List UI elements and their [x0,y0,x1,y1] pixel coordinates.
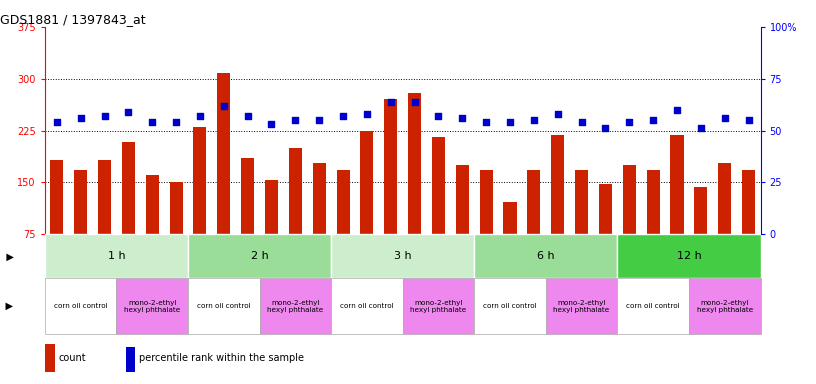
Point [361,111,374,117]
Bar [408,93,421,234]
Point [336,113,349,119]
Point [146,119,159,125]
Point [646,117,659,123]
Text: 12 h: 12 h [676,251,701,262]
Point [74,115,87,121]
Bar [188,234,331,278]
Bar [98,160,111,234]
Point [432,113,445,119]
Bar [51,160,64,234]
Bar [474,234,618,278]
Bar [599,184,612,234]
Bar [480,170,493,234]
Bar [474,278,546,334]
Text: percentile rank within the sample: percentile rank within the sample [139,353,304,363]
Point [694,126,707,132]
Bar [718,163,731,234]
Point [552,111,565,117]
Point [193,113,206,119]
Point [408,98,421,104]
Bar [170,182,183,234]
Text: mono-2-ethyl
hexyl phthalate: mono-2-ethyl hexyl phthalate [410,300,467,313]
Bar [527,170,540,234]
Bar [45,234,188,278]
Bar [74,170,87,234]
Bar [331,234,474,278]
Bar [671,136,684,234]
Bar [289,148,302,234]
Bar [689,278,761,334]
Point [527,117,540,123]
Text: GDS1881 / 1397843_at: GDS1881 / 1397843_at [0,13,145,26]
Text: count: count [59,353,86,363]
Bar [403,278,474,334]
Point [265,121,278,127]
Text: 3 h: 3 h [394,251,411,262]
Bar [331,278,403,334]
Bar [503,202,517,234]
Bar [241,158,255,234]
Text: mono-2-ethyl
hexyl phthalate: mono-2-ethyl hexyl phthalate [553,300,610,313]
Text: corn oil control: corn oil control [54,303,108,309]
Point [718,115,731,121]
Bar [45,344,55,372]
Point [671,107,684,113]
Bar [188,278,259,334]
Bar [618,234,761,278]
Bar [217,73,230,234]
Bar [742,170,755,234]
Point [456,115,469,121]
Bar [546,278,618,334]
Bar [122,142,135,234]
Bar [623,165,636,234]
Text: 2 h: 2 h [251,251,268,262]
Point [51,119,64,125]
Bar [432,137,445,234]
Bar [336,170,349,234]
Point [480,119,493,125]
Bar [456,165,469,234]
Text: mono-2-ethyl
hexyl phthalate: mono-2-ethyl hexyl phthalate [124,300,180,313]
Point [122,109,135,115]
Bar [694,187,707,234]
Bar [265,180,278,234]
Text: 1 h: 1 h [108,251,125,262]
Point [241,113,254,119]
Point [98,113,111,119]
Point [217,103,230,109]
Bar [384,99,397,234]
Point [313,117,326,123]
Bar [259,278,331,334]
Bar [313,163,326,234]
Bar [146,175,159,234]
Text: corn oil control: corn oil control [340,303,394,309]
Point [503,119,517,125]
Point [575,119,588,125]
Bar [618,278,689,334]
Text: 6 h: 6 h [537,251,555,262]
Bar [646,170,659,234]
Point [289,117,302,123]
Point [599,126,612,132]
Point [623,119,636,125]
Point [170,119,183,125]
Bar [45,278,117,334]
Text: mono-2-ethyl
hexyl phthalate: mono-2-ethyl hexyl phthalate [697,300,753,313]
Bar [126,346,135,372]
Bar [361,131,374,234]
Point [742,117,755,123]
Bar [117,278,188,334]
Text: mono-2-ethyl
hexyl phthalate: mono-2-ethyl hexyl phthalate [267,300,323,313]
Bar [193,127,206,234]
Point [384,98,397,104]
Text: corn oil control: corn oil control [483,303,537,309]
Text: corn oil control: corn oil control [197,303,251,309]
Text: corn oil control: corn oil control [627,303,680,309]
Text: agent  ▶: agent ▶ [0,301,13,311]
Text: time  ▶: time ▶ [0,251,13,262]
Bar [575,170,588,234]
Bar [551,136,565,234]
